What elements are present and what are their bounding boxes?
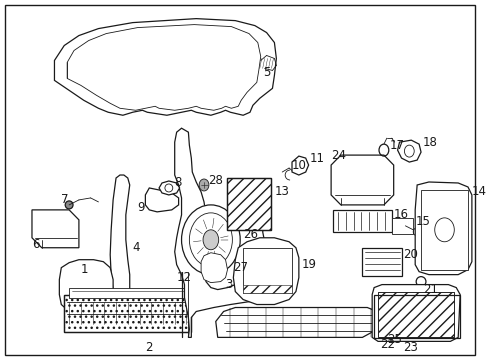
Polygon shape (54, 19, 276, 115)
Text: 18: 18 (422, 136, 437, 149)
Ellipse shape (189, 213, 232, 267)
Text: 14: 14 (471, 185, 486, 198)
Bar (420, 190, 467, 270)
Polygon shape (371, 285, 459, 341)
Bar (391, 218, 412, 234)
Ellipse shape (199, 179, 208, 191)
Text: 20: 20 (403, 248, 417, 261)
Text: 7: 7 (61, 193, 69, 206)
Polygon shape (201, 253, 227, 283)
Bar (64, 294, 191, 332)
Text: 17: 17 (389, 139, 404, 152)
Bar (64, 294, 191, 332)
Text: 15: 15 (415, 215, 430, 228)
Ellipse shape (65, 201, 73, 209)
Polygon shape (174, 128, 272, 337)
Text: 1: 1 (81, 263, 88, 276)
Polygon shape (145, 188, 178, 212)
Polygon shape (110, 175, 129, 305)
Bar (373, 294, 459, 338)
Bar (362, 248, 401, 276)
Text: 6: 6 (32, 238, 40, 251)
Text: 23: 23 (403, 341, 417, 354)
Bar (227, 178, 271, 230)
Bar (377, 292, 453, 337)
Text: 28: 28 (207, 174, 223, 186)
Polygon shape (159, 181, 179, 195)
Polygon shape (59, 260, 113, 315)
Polygon shape (291, 156, 308, 175)
Polygon shape (67, 24, 260, 110)
Bar (227, 178, 271, 230)
Text: 9: 9 (137, 201, 145, 215)
Text: 10: 10 (291, 158, 306, 172)
Text: 13: 13 (274, 185, 289, 198)
Text: 19: 19 (301, 258, 316, 271)
Text: 25: 25 (386, 333, 401, 346)
Polygon shape (330, 155, 393, 205)
Text: 22: 22 (379, 338, 394, 351)
Text: 5: 5 (262, 66, 269, 79)
Bar (69, 288, 186, 298)
Text: 2: 2 (145, 341, 153, 354)
Polygon shape (397, 140, 420, 162)
Polygon shape (32, 210, 79, 248)
Bar (332, 210, 391, 232)
Text: 16: 16 (393, 208, 408, 221)
Polygon shape (233, 238, 298, 305)
Bar (377, 292, 453, 337)
Text: 24: 24 (330, 149, 346, 162)
Bar (243, 285, 291, 293)
Text: 3: 3 (225, 278, 232, 291)
Bar (243, 248, 291, 293)
Ellipse shape (181, 205, 240, 275)
Text: 8: 8 (174, 176, 182, 189)
Text: 26: 26 (243, 228, 258, 241)
Text: 21: 21 (422, 283, 437, 296)
Text: 4: 4 (132, 241, 140, 254)
Polygon shape (215, 307, 379, 337)
Polygon shape (414, 182, 471, 275)
Text: 12: 12 (176, 271, 191, 284)
Text: 27: 27 (233, 261, 248, 274)
Text: 11: 11 (309, 152, 324, 165)
Ellipse shape (203, 230, 218, 250)
